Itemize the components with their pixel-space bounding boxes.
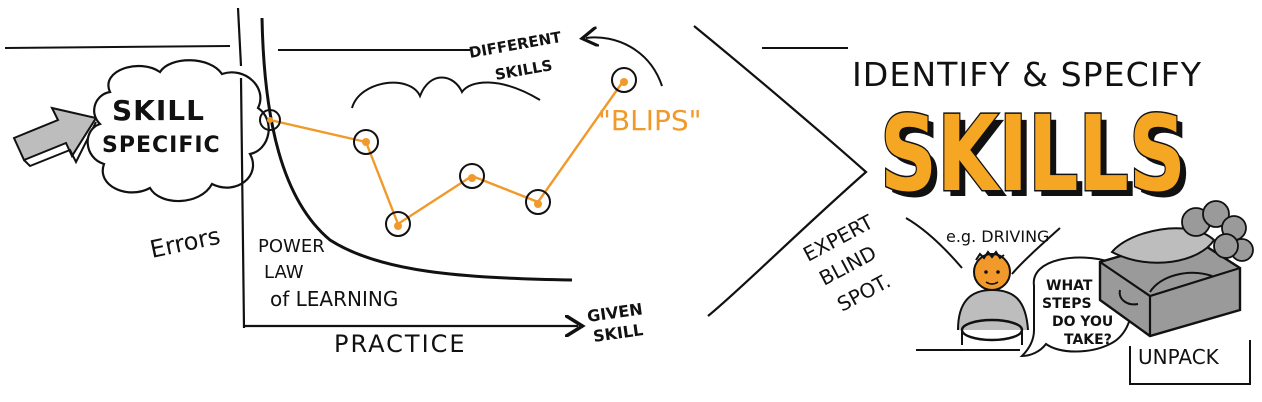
bubble-line2: STEPS bbox=[1042, 296, 1092, 312]
dust-cloud-icon bbox=[1181, 200, 1254, 262]
pointer-arrow-icon bbox=[12, 106, 98, 168]
unpack-label: UNPACK bbox=[1138, 345, 1220, 369]
bubble-line4: TAKE? bbox=[1064, 332, 1112, 348]
chevron-divider-icon bbox=[693, 25, 868, 317]
curve-label-line1: POWER bbox=[258, 236, 325, 257]
cloud-text-line1: SKILL bbox=[112, 94, 205, 127]
different-skills-brace bbox=[351, 76, 541, 109]
curve-label-line3: of LEARNING bbox=[270, 287, 398, 311]
blip-path bbox=[269, 79, 625, 226]
bubble-line1: WHAT bbox=[1046, 278, 1093, 294]
skills-title: SKILLS bbox=[880, 93, 1186, 215]
driver-icon bbox=[957, 250, 1029, 345]
power-law-curve bbox=[260, 17, 573, 282]
y-axis-label: Errors bbox=[147, 222, 222, 264]
driver-frame-left bbox=[905, 217, 963, 269]
bubble-line3: DO YOU bbox=[1052, 314, 1113, 330]
unpack-box-icon bbox=[1098, 227, 1242, 338]
cloud-text-line2: SPECIFIC bbox=[102, 133, 221, 158]
curve-label-line2: LAW bbox=[264, 262, 304, 283]
skills-title-shadow: SKILLS bbox=[886, 99, 1192, 221]
example-label: e.g. DRIVING bbox=[946, 227, 1049, 246]
unpack-frame bbox=[1129, 340, 1251, 385]
identify-heading: IDENTIFY & SPECIFY bbox=[852, 55, 1202, 94]
left-panel: SKILL SPECIFIC Errors PRACTICE GIVEN SKI… bbox=[4, 7, 701, 358]
x-axis-label: PRACTICE bbox=[334, 330, 467, 358]
y-axis bbox=[236, 7, 246, 329]
blip-points bbox=[259, 67, 637, 237]
different-skills-line2: SKILLS bbox=[494, 56, 554, 84]
top-rule-left bbox=[4, 45, 231, 49]
blips-label: "BLIPS" bbox=[598, 104, 701, 137]
driver-frame-right bbox=[1011, 227, 1061, 275]
skill-cloud bbox=[86, 59, 270, 203]
right-panel: IDENTIFY & SPECIFY SKILLS SKILLS EXPERT … bbox=[762, 47, 1254, 385]
different-skills-arrow bbox=[586, 37, 663, 87]
